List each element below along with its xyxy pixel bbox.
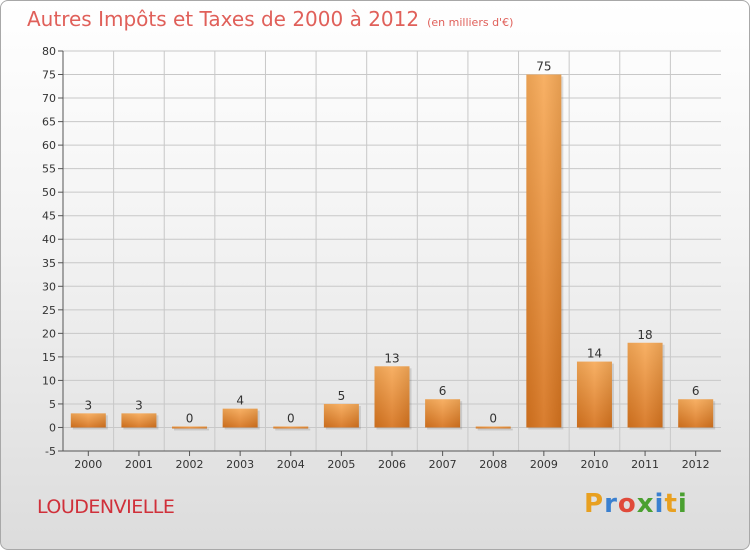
- value-label: 13: [384, 351, 399, 365]
- chart-title-text: Autres Impôts et Taxes de 2000 à 2012: [27, 7, 420, 31]
- y-tick-label: 50: [42, 186, 56, 199]
- value-label: 75: [536, 60, 551, 74]
- bar-shadow: [174, 428, 210, 431]
- y-tick-label: 10: [42, 374, 56, 387]
- y-tick-label: 35: [42, 257, 56, 270]
- bar-highlight: [526, 74, 562, 428]
- y-tick-label: 45: [42, 210, 56, 223]
- x-tick-label: 2008: [479, 458, 507, 471]
- bar-highlight: [627, 342, 663, 428]
- x-tick-label: 2004: [277, 458, 305, 471]
- y-tick-label: 65: [42, 116, 56, 129]
- x-tick-label: 2001: [125, 458, 153, 471]
- value-label: 5: [338, 389, 346, 403]
- bar-highlight: [374, 366, 410, 428]
- logo-letter: P: [584, 489, 605, 519]
- chart-subtitle: (en milliers d'€): [427, 16, 514, 29]
- x-tick-label: 2005: [327, 458, 355, 471]
- bar-highlight: [121, 413, 157, 428]
- logo-letter: i: [654, 489, 665, 519]
- bar-highlight: [475, 426, 511, 429]
- axes: [58, 50, 721, 456]
- logo-letter: t: [664, 489, 678, 519]
- bar-highlight: [222, 408, 258, 428]
- y-tick-label: 5: [49, 398, 56, 411]
- x-tick-label: 2006: [378, 458, 406, 471]
- value-label: 0: [186, 411, 194, 425]
- x-tick-label: 2003: [226, 458, 254, 471]
- bar-highlight: [172, 426, 208, 429]
- bar-highlight: [576, 361, 612, 428]
- value-label: 18: [637, 328, 652, 342]
- logo-letter: o: [617, 489, 637, 519]
- value-label: 3: [84, 398, 92, 412]
- y-tick-label: 60: [42, 139, 56, 152]
- y-tick-label: 0: [49, 421, 56, 434]
- bar-highlight: [70, 413, 106, 428]
- value-label: 6: [692, 384, 700, 398]
- value-label: 0: [489, 411, 497, 425]
- x-tick-label: 2002: [176, 458, 204, 471]
- bar-highlight: [323, 403, 359, 428]
- value-label: 0: [287, 411, 295, 425]
- x-tick-label: 2007: [429, 458, 457, 471]
- value-label: 14: [587, 347, 602, 361]
- y-tick-label: 80: [42, 45, 56, 58]
- x-tick-label: 2011: [631, 458, 659, 471]
- proxiti-logo: Proxiti: [584, 489, 688, 519]
- labels: -505101520253035404550556065707580320003…: [42, 45, 710, 471]
- y-tick-label: 55: [42, 163, 56, 176]
- x-tick-label: 2012: [682, 458, 710, 471]
- bar-shadow: [275, 428, 311, 431]
- logo-letter: r: [604, 489, 618, 519]
- y-tick-label: 40: [42, 233, 56, 246]
- bar-highlight: [273, 426, 309, 429]
- x-tick-label: 2009: [530, 458, 558, 471]
- y-tick-label: 15: [42, 351, 56, 364]
- logo-letter: x: [636, 489, 655, 519]
- y-tick-label: 75: [42, 69, 56, 82]
- bar-highlight: [678, 399, 714, 428]
- bar-shadow: [477, 428, 513, 431]
- value-label: 6: [439, 384, 447, 398]
- logo-letter: i: [677, 489, 688, 519]
- commune-name: LOUDENVIELLE: [37, 496, 175, 518]
- bars: [70, 74, 716, 431]
- value-label: 3: [135, 398, 143, 412]
- x-tick-label: 2000: [74, 458, 102, 471]
- chart-title: Autres Impôts et Taxes de 2000 à 2012 (en…: [27, 7, 513, 31]
- y-tick-label: 20: [42, 327, 56, 340]
- y-tick-label: -5: [45, 445, 56, 458]
- y-tick-label: 70: [42, 92, 56, 105]
- x-tick-label: 2010: [580, 458, 608, 471]
- bar-highlight: [425, 399, 461, 428]
- value-label: 4: [236, 394, 244, 408]
- y-tick-label: 30: [42, 280, 56, 293]
- y-tick-label: 25: [42, 304, 56, 317]
